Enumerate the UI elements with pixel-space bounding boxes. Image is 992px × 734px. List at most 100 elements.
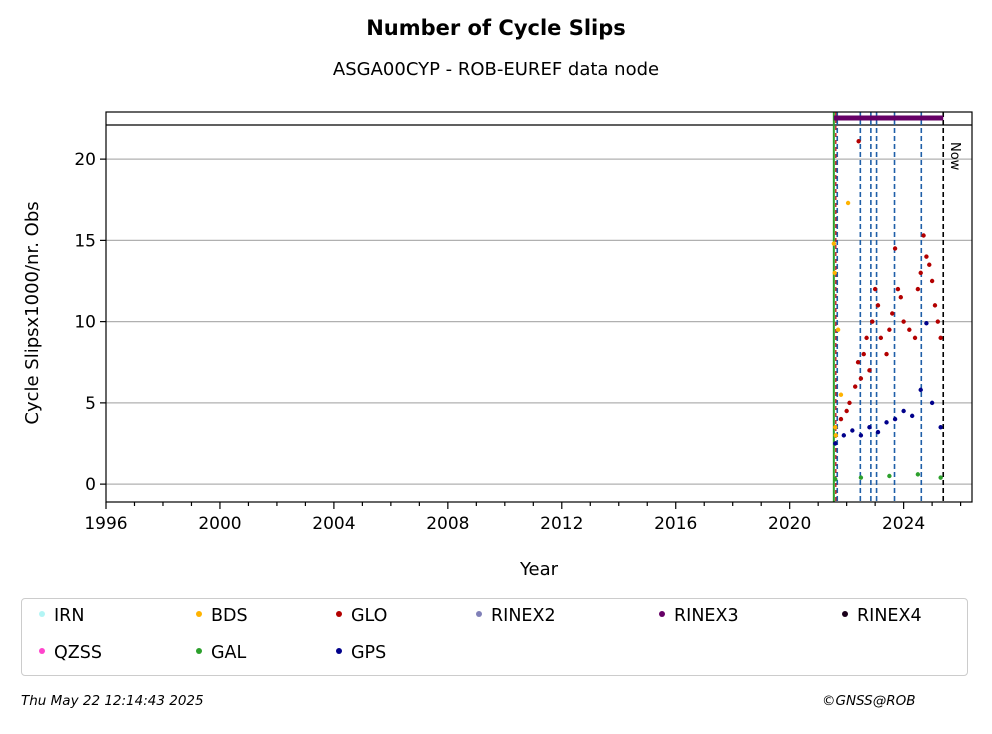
legend-label: RINEX2 xyxy=(491,606,556,626)
data-point-bds xyxy=(831,241,837,246)
data-point-bds xyxy=(833,425,838,430)
data-point-gps xyxy=(909,413,915,419)
data-point-gal xyxy=(938,475,943,480)
legend-item-rinex3: RINEX3 xyxy=(642,606,739,626)
legend-label: GAL xyxy=(211,643,247,663)
data-point-gps xyxy=(924,321,929,326)
data-point-glo xyxy=(890,311,895,316)
data-point-glo xyxy=(915,286,921,292)
legend-item-bds: BDS xyxy=(179,606,248,626)
data-point-glo xyxy=(921,233,926,238)
y-tick-label: 5 xyxy=(85,394,96,414)
legend-marker xyxy=(39,611,45,617)
legend-marker xyxy=(39,648,45,654)
data-point-glo xyxy=(856,139,861,144)
data-point-gps xyxy=(929,400,935,406)
legend-marker xyxy=(196,648,202,654)
data-point-gps xyxy=(901,408,906,414)
data-point-glo xyxy=(864,335,869,341)
data-point-glo xyxy=(844,408,849,414)
data-point-glo xyxy=(855,360,861,365)
x-axis-label: Year xyxy=(519,559,559,580)
legend-label: BDS xyxy=(211,606,248,626)
data-point-gal xyxy=(887,473,892,479)
legend-label: GLO xyxy=(351,606,388,626)
data-point-gps xyxy=(918,387,923,393)
data-point-gps xyxy=(938,425,943,430)
data-point-bds xyxy=(845,200,851,206)
x-tick-label: 2004 xyxy=(312,514,355,534)
copyright: ©GNSS@ROB xyxy=(822,693,916,709)
data-point-glo xyxy=(924,254,929,259)
data-point-glo xyxy=(875,303,881,308)
data-point-glo xyxy=(927,262,932,267)
cycle-slips-chart: Now 0 5 10 15 20 1996 2000 2004 2008 2012 2016 2020… xyxy=(22,111,973,580)
x-tick-label: 2020 xyxy=(768,514,811,534)
data-point-glo xyxy=(872,286,878,292)
data-point-glo xyxy=(884,351,889,357)
x-tick-label: 2000 xyxy=(198,514,241,534)
data-point-gps xyxy=(850,428,855,433)
now-label: Now xyxy=(947,142,962,171)
data-point-glo xyxy=(938,335,943,341)
legend-item-glo: GLO xyxy=(319,606,387,626)
data-point-bds xyxy=(835,327,841,332)
data-point-glo xyxy=(878,335,884,341)
data-point-gps xyxy=(833,441,838,446)
legend-item-irn: IRN xyxy=(22,606,84,626)
y-axis-label: Cycle Slipsx1000/nr. Obs xyxy=(22,201,43,424)
plot-frame xyxy=(105,111,973,503)
data-point-glo xyxy=(912,335,918,341)
data-point-gps xyxy=(841,433,847,438)
data-point-glo xyxy=(867,368,872,373)
legend-item-rinex4: RINEX4 xyxy=(825,606,922,626)
data-point-gal xyxy=(858,475,864,480)
data-point-bds xyxy=(833,433,839,438)
chart-subtitle: ASGA00CYP - ROB-EUREF data node xyxy=(332,59,660,80)
x-tick-label: 2008 xyxy=(426,514,469,534)
legend-marker xyxy=(659,611,665,617)
x-tick-label: 2012 xyxy=(540,514,583,534)
legend-marker xyxy=(336,648,342,654)
data-point-glo xyxy=(932,303,938,308)
data-point-gps xyxy=(892,416,898,422)
data-point-glo xyxy=(858,376,864,381)
legend-marker xyxy=(476,611,482,617)
data-point-gal xyxy=(833,477,838,482)
data-point-bds xyxy=(838,392,844,397)
y-tick-label: 10 xyxy=(74,313,96,333)
legend-label: RINEX4 xyxy=(857,606,922,626)
legend-item-rinex2: RINEX2 xyxy=(459,606,556,626)
data-point-glo xyxy=(901,319,906,324)
y-tick-label: 15 xyxy=(74,231,96,251)
legend-marker xyxy=(842,611,848,617)
x-tick-label: 2016 xyxy=(654,514,697,534)
legend-label: RINEX3 xyxy=(674,606,739,626)
data-point-glo xyxy=(870,319,875,324)
data-point-glo xyxy=(898,295,903,300)
data-point-gps xyxy=(867,425,872,430)
data-point-gps xyxy=(858,433,864,438)
legend-item-qzss: QZSS xyxy=(22,643,102,663)
legend-item-gps: GPS xyxy=(319,643,386,663)
y-tick-label: 20 xyxy=(74,150,96,170)
data-point-gal xyxy=(915,472,921,477)
data-point-gps xyxy=(875,429,881,435)
x-tick-label: 1996 xyxy=(84,514,127,534)
data-point-glo xyxy=(929,278,935,284)
data-point-glo xyxy=(892,246,898,251)
data-point-glo xyxy=(847,400,852,406)
y-tick-label: 0 xyxy=(85,475,96,495)
data-point-glo xyxy=(838,416,844,422)
legend-label: IRN xyxy=(54,606,85,626)
timestamp: Thu May 22 12:14:43 2025 xyxy=(21,693,204,709)
legend-label: GPS xyxy=(351,643,387,663)
legend-marker xyxy=(336,611,342,617)
legend-label: QZSS xyxy=(54,643,102,663)
legend-item-gal: GAL xyxy=(179,643,246,663)
data-point-glo xyxy=(935,319,941,324)
data-point-glo xyxy=(907,327,912,332)
data-point-glo xyxy=(887,327,892,332)
legend-marker xyxy=(196,611,202,617)
data-point-gps xyxy=(884,420,889,425)
